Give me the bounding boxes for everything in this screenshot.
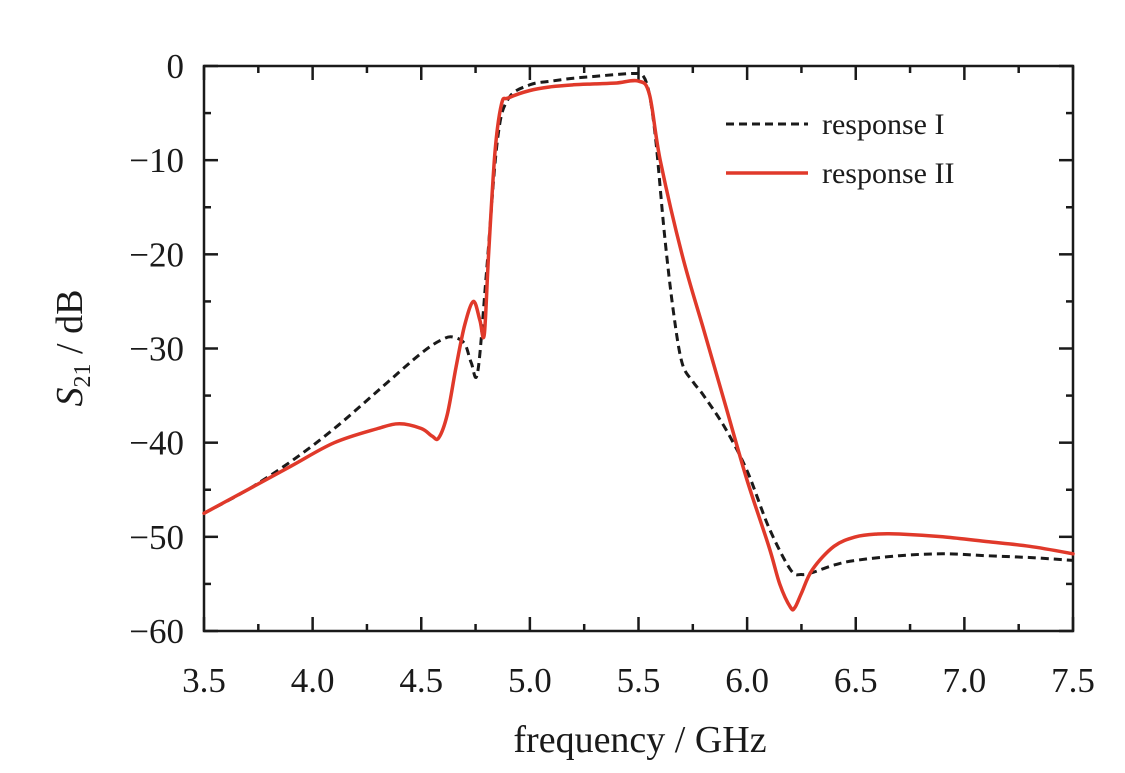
y-tick-label: 0 <box>167 47 185 86</box>
y-axis-title: S21 / dB <box>49 290 96 407</box>
x-tick-label: 7.5 <box>1051 661 1095 700</box>
y-tick-label: −20 <box>129 235 184 274</box>
x-tick-label: 4.0 <box>291 661 335 700</box>
y-axis-title-symbol: S <box>49 387 91 406</box>
tick-labels: 3.5 4.0 4.5 5.0 5.5 6.0 6.5 7.0 7.5 0 −10 −20 −30 −40… <box>129 47 1095 700</box>
series-line-response-ii <box>202 78 1075 612</box>
ticks <box>202 64 1075 633</box>
y-axis-title-subscript: 21 <box>70 363 96 387</box>
x-axis-title: frequency / GHz <box>513 719 766 761</box>
legend-label-response-i: response I <box>822 108 944 141</box>
x-tick-label: 5.0 <box>508 661 552 700</box>
legend: response I response II <box>726 108 954 190</box>
x-tick-label: 4.5 <box>399 661 443 700</box>
x-tick-label: 7.0 <box>943 661 987 700</box>
plot-frame <box>202 64 1075 633</box>
x-tick-label: 6.0 <box>725 661 769 700</box>
y-tick-label: −30 <box>129 330 184 369</box>
y-tick-label: −50 <box>129 518 184 557</box>
y-tick-label: −60 <box>129 612 184 651</box>
x-tick-label: 3.5 <box>182 661 226 700</box>
legend-label-response-ii: response II <box>822 157 954 190</box>
y-axis-title-unit: / dB <box>49 290 91 364</box>
series-layer <box>202 71 1075 612</box>
x-tick-label: 5.5 <box>617 661 661 700</box>
y-tick-label: −40 <box>129 424 184 463</box>
x-tick-label: 6.5 <box>834 661 878 700</box>
y-tick-label: −10 <box>129 141 184 180</box>
series-line-response-i <box>203 71 1074 577</box>
